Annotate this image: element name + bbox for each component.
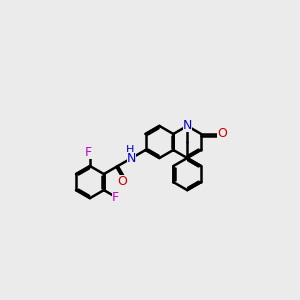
- Text: O: O: [117, 175, 127, 188]
- Text: O: O: [218, 128, 227, 140]
- Text: H: H: [126, 145, 134, 154]
- Text: F: F: [112, 191, 119, 204]
- Text: N: N: [127, 152, 136, 164]
- Text: N: N: [182, 119, 192, 132]
- Text: F: F: [85, 146, 92, 159]
